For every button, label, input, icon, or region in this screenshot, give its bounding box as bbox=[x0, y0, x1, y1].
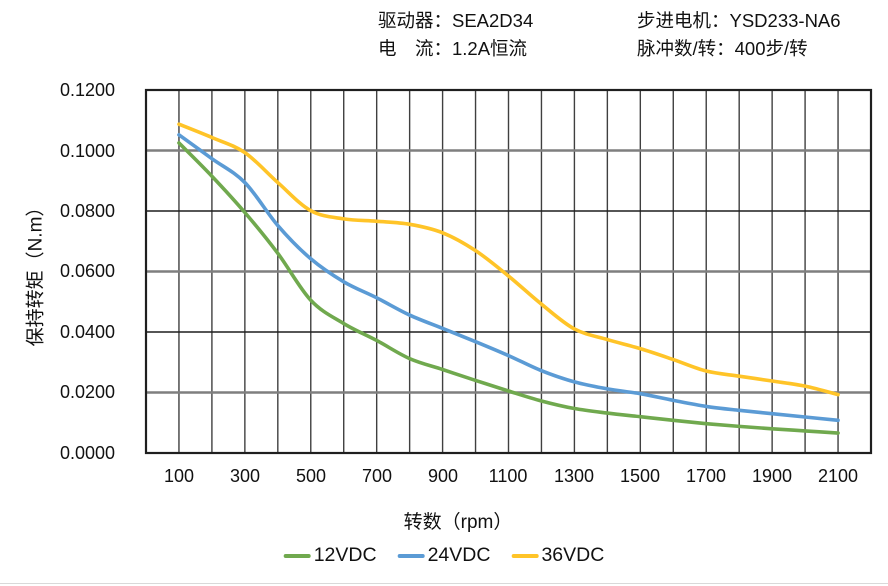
legend-item-36vdc: 36VDC bbox=[511, 544, 604, 567]
x-tick-label: 700 bbox=[361, 466, 393, 486]
y-axis-title: 保持转矩（N.m） bbox=[25, 197, 47, 347]
y-tick-label: 0.0000 bbox=[59, 443, 115, 463]
x-tick-label: 300 bbox=[229, 466, 261, 486]
header-current: 电 流：1.2A恒流 bbox=[378, 38, 528, 59]
y-tick-label: 0.0600 bbox=[59, 261, 115, 281]
x-tick-label: 500 bbox=[295, 466, 327, 486]
y-tick-label: 0.1000 bbox=[59, 141, 115, 161]
header-pulses: 脉冲数/转：400步/转 bbox=[637, 38, 808, 59]
x-tick-label: 1100 bbox=[488, 466, 528, 486]
x-tick-label: 900 bbox=[427, 466, 459, 486]
header-motor: 步进电机：YSD233-NA6 bbox=[637, 10, 841, 31]
x-tick-label: 2100 bbox=[817, 466, 859, 486]
x-tick-label: 1300 bbox=[553, 466, 595, 486]
legend-line-swatch-12vdc bbox=[283, 553, 311, 558]
legend: 12VDC 24VDC 36VDC bbox=[283, 544, 604, 567]
x-tick-label: 1900 bbox=[751, 466, 793, 486]
y-tick-label: 0.0800 bbox=[59, 201, 115, 221]
header-driver: 驱动器：SEA2D34 bbox=[378, 10, 534, 31]
legend-item-12vdc: 12VDC bbox=[283, 544, 377, 567]
y-tick-label: 0.0400 bbox=[59, 322, 115, 342]
x-axis-title: 转数（rpm） bbox=[403, 512, 513, 533]
legend-label-12vdc: 12VDC bbox=[313, 544, 377, 566]
legend-label-24vdc: 24VDC bbox=[427, 544, 491, 566]
legend-line-swatch-36vdc bbox=[511, 553, 539, 558]
y-tick-label: 0.0200 bbox=[59, 382, 115, 402]
legend-line-swatch-24vdc bbox=[397, 553, 425, 558]
bottom-divider bbox=[0, 583, 888, 584]
x-tick-label: 1700 bbox=[685, 466, 727, 486]
legend-label-36vdc: 36VDC bbox=[541, 544, 605, 566]
legend-item-24vdc: 24VDC bbox=[397, 544, 491, 567]
x-tick-label: 100 bbox=[163, 466, 195, 486]
x-tick-label: 1500 bbox=[619, 466, 661, 486]
y-tick-label: 0.1200 bbox=[59, 80, 115, 100]
